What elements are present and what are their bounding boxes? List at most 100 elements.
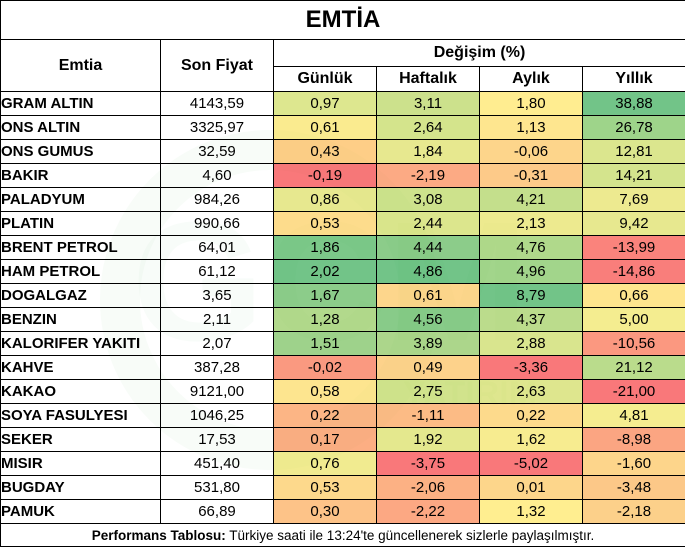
header-gunluk: Günlük bbox=[273, 66, 377, 92]
change-monthly: 4,96 bbox=[479, 259, 583, 284]
change-weekly: 2,75 bbox=[376, 379, 480, 404]
change-daily: -0,02 bbox=[273, 355, 377, 380]
change-monthly: 4,37 bbox=[479, 307, 583, 332]
change-monthly: -0,31 bbox=[479, 163, 583, 188]
change-yearly: -14,86 bbox=[581, 259, 685, 284]
change-monthly: -3,36 bbox=[479, 355, 583, 380]
change-yearly: 21,12 bbox=[581, 355, 685, 380]
change-yearly: -21,00 bbox=[581, 379, 685, 404]
table-row: ONS ALTIN 3325,97 0,61 2,64 1,13 26,78 bbox=[0, 115, 685, 140]
header-aylik: Aylık bbox=[479, 66, 583, 92]
change-monthly: 2,88 bbox=[479, 331, 583, 356]
table-row: PALADYUM 984,26 0,86 3,08 4,21 7,69 bbox=[0, 187, 685, 212]
table-row: SOYA FASULYESI 1046,25 0,22 -1,11 0,22 4,81 bbox=[0, 403, 685, 428]
last-price: 1046,25 bbox=[160, 403, 274, 428]
change-monthly: 0,01 bbox=[479, 475, 583, 500]
last-price: 4,60 bbox=[160, 163, 274, 188]
change-weekly: 4,44 bbox=[376, 235, 480, 260]
last-price: 4143,59 bbox=[160, 91, 274, 116]
change-yearly: -13,99 bbox=[581, 235, 685, 260]
header-haftalik: Haftalık bbox=[376, 66, 480, 92]
table-row: BENZIN 2,11 1,28 4,56 4,37 5,00 bbox=[0, 307, 685, 332]
last-price: 3,65 bbox=[160, 283, 274, 308]
table-row: GRAM ALTIN 4143,59 0,97 3,11 1,80 38,88 bbox=[0, 91, 685, 116]
change-weekly: 3,08 bbox=[376, 187, 480, 212]
change-weekly: 1,92 bbox=[376, 427, 480, 452]
change-daily: 0,76 bbox=[273, 451, 377, 476]
commodity-name: KAKAO bbox=[0, 379, 161, 404]
change-daily: 1,28 bbox=[273, 307, 377, 332]
change-monthly: 1,32 bbox=[479, 499, 583, 524]
commodity-name: DOGALGAZ bbox=[0, 283, 161, 308]
change-monthly: 0,22 bbox=[479, 403, 583, 428]
change-daily: 0,97 bbox=[273, 91, 377, 116]
commodity-name: GRAM ALTIN bbox=[0, 91, 161, 116]
commodity-name: MISIR bbox=[0, 451, 161, 476]
table-row: SEKER 17,53 0,17 1,92 1,62 -8,98 bbox=[0, 427, 685, 452]
header-emtia: Emtia bbox=[0, 39, 161, 92]
commodity-name: SEKER bbox=[0, 427, 161, 452]
change-weekly: 2,44 bbox=[376, 211, 480, 236]
change-yearly: 9,42 bbox=[581, 211, 685, 236]
change-yearly: -10,56 bbox=[581, 331, 685, 356]
change-yearly: 7,69 bbox=[581, 187, 685, 212]
change-daily: 1,86 bbox=[273, 235, 377, 260]
commodity-name: BAKIR bbox=[0, 163, 161, 188]
table-row: PLATIN 990,66 0,53 2,44 2,13 9,42 bbox=[0, 211, 685, 236]
last-price: 17,53 bbox=[160, 427, 274, 452]
last-price: 9121,00 bbox=[160, 379, 274, 404]
change-weekly: -1,11 bbox=[376, 403, 480, 428]
change-weekly: 2,64 bbox=[376, 115, 480, 140]
change-daily: 0,22 bbox=[273, 403, 377, 428]
change-monthly: -5,02 bbox=[479, 451, 583, 476]
last-price: 531,80 bbox=[160, 475, 274, 500]
change-monthly: 2,63 bbox=[479, 379, 583, 404]
table-row: ONS GUMUS 32,59 0,43 1,84 -0,06 12,81 bbox=[0, 139, 685, 164]
change-monthly: 8,79 bbox=[479, 283, 583, 308]
change-daily: 0,30 bbox=[273, 499, 377, 524]
change-monthly: 1,13 bbox=[479, 115, 583, 140]
last-price: 3325,97 bbox=[160, 115, 274, 140]
change-daily: -0,19 bbox=[273, 163, 377, 188]
table-row: BAKIR 4,60 -0,19 -2,19 -0,31 14,21 bbox=[0, 163, 685, 188]
last-price: 61,12 bbox=[160, 259, 274, 284]
change-monthly: 2,13 bbox=[479, 211, 583, 236]
change-daily: 0,86 bbox=[273, 187, 377, 212]
change-monthly: 4,21 bbox=[479, 187, 583, 212]
change-monthly: 4,76 bbox=[479, 235, 583, 260]
table-row: KALORIFER YAKITI 2,07 1,51 3,89 2,88 -10,56 bbox=[0, 331, 685, 356]
last-price: 451,40 bbox=[160, 451, 274, 476]
table-row: MISIR 451,40 0,76 -3,75 -5,02 -1,60 bbox=[0, 451, 685, 476]
commodity-name: PALADYUM bbox=[0, 187, 161, 212]
change-yearly: -8,98 bbox=[581, 427, 685, 452]
commodity-name: HAM PETROL bbox=[0, 259, 161, 284]
commodity-name: BUGDAY bbox=[0, 475, 161, 500]
footer-label: Performans Tablosu: bbox=[91, 527, 226, 543]
last-price: 64,01 bbox=[160, 235, 274, 260]
change-monthly: 1,62 bbox=[479, 427, 583, 452]
last-price: 387,28 bbox=[160, 355, 274, 380]
change-weekly: 4,86 bbox=[376, 259, 480, 284]
commodity-name: KALORIFER YAKITI bbox=[0, 331, 161, 356]
change-daily: 2,02 bbox=[273, 259, 377, 284]
change-daily: 0,61 bbox=[273, 115, 377, 140]
commodity-name: KAHVE bbox=[0, 355, 161, 380]
change-yearly: -1,60 bbox=[581, 451, 685, 476]
commodity-name: PAMUK bbox=[0, 499, 161, 524]
table-body: GRAM ALTIN 4143,59 0,97 3,11 1,80 38,88 ONS AL… bbox=[0, 91, 685, 524]
change-daily: 1,51 bbox=[273, 331, 377, 356]
change-monthly: -0,06 bbox=[479, 139, 583, 164]
last-price: 66,89 bbox=[160, 499, 274, 524]
commodity-name: BRENT PETROL bbox=[0, 235, 161, 260]
change-yearly: 4,81 bbox=[581, 403, 685, 428]
change-daily: 1,67 bbox=[273, 283, 377, 308]
commodity-name: ONS ALTIN bbox=[0, 115, 161, 140]
table-row: KAHVE 387,28 -0,02 0,49 -3,36 21,12 bbox=[0, 355, 685, 380]
change-weekly: 4,56 bbox=[376, 307, 480, 332]
change-daily: 0,53 bbox=[273, 475, 377, 500]
change-yearly: 26,78 bbox=[581, 115, 685, 140]
change-yearly: 14,21 bbox=[581, 163, 685, 188]
change-yearly: -2,18 bbox=[581, 499, 685, 524]
table-row: KAKAO 9121,00 0,58 2,75 2,63 -21,00 bbox=[0, 379, 685, 404]
